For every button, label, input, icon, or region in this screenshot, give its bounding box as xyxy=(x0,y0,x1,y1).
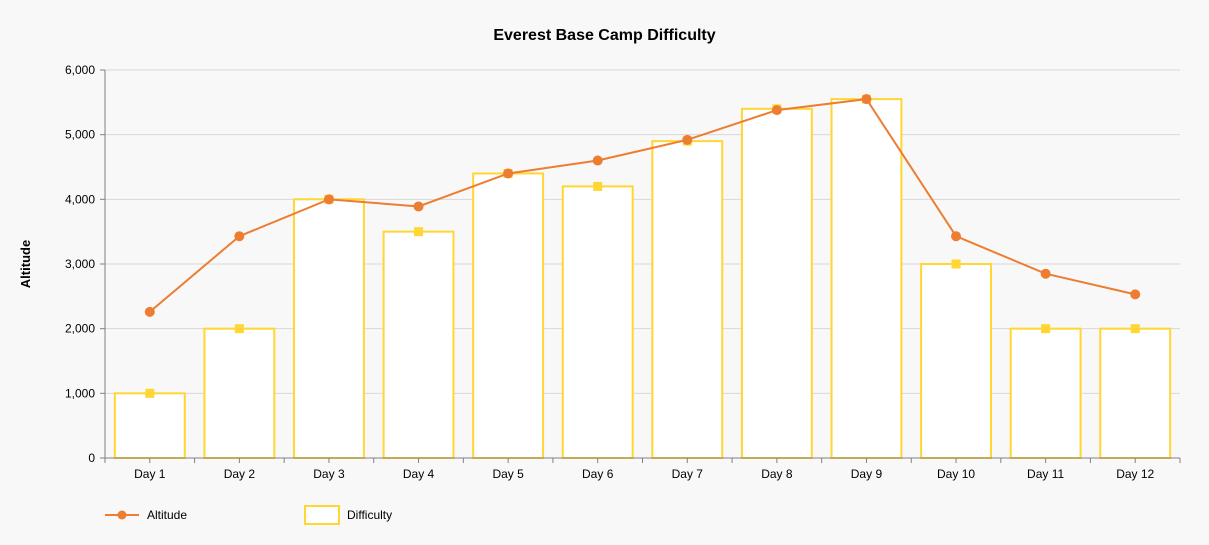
legend-line-marker xyxy=(118,511,127,520)
line-marker[interactable] xyxy=(1131,290,1140,299)
bar-marker[interactable] xyxy=(146,389,154,397)
line-marker[interactable] xyxy=(145,307,154,316)
chart-container: Everest Base Camp Difficulty 0 1,000 2,000 3… xyxy=(0,0,1209,545)
line-marker[interactable] xyxy=(504,169,513,178)
bar-difficulty[interactable] xyxy=(294,199,364,458)
y-tick-label: 0 xyxy=(88,451,95,465)
bar-difficulty[interactable] xyxy=(563,186,633,458)
y-tick-label: 4,000 xyxy=(65,192,95,206)
bar-difficulty[interactable] xyxy=(742,109,812,458)
line-marker[interactable] xyxy=(683,135,692,144)
line-marker[interactable] xyxy=(324,195,333,204)
bar-marker[interactable] xyxy=(952,260,960,268)
x-tick-label: Day 12 xyxy=(1116,467,1154,481)
bar-difficulty[interactable] xyxy=(1100,329,1170,458)
x-tick-label: Day 5 xyxy=(492,467,524,481)
bar-marker[interactable] xyxy=(1131,325,1139,333)
bar-difficulty[interactable] xyxy=(652,141,722,458)
x-tick-label: Day 10 xyxy=(937,467,975,481)
x-tick-label: Day 2 xyxy=(224,467,256,481)
y-axis-label: Altitude xyxy=(18,240,33,288)
legend-altitude-label[interactable]: Altitude xyxy=(147,508,187,522)
bar-difficulty[interactable] xyxy=(384,232,454,458)
combo-chart: Everest Base Camp Difficulty 0 1,000 2,000 3… xyxy=(0,0,1209,545)
line-marker[interactable] xyxy=(862,95,871,104)
x-tick-label: Day 8 xyxy=(761,467,793,481)
line-marker[interactable] xyxy=(1041,269,1050,278)
bar-marker[interactable] xyxy=(594,182,602,190)
line-marker[interactable] xyxy=(593,156,602,165)
x-tick-label: Day 6 xyxy=(582,467,614,481)
x-tick-label: Day 7 xyxy=(672,467,704,481)
line-marker[interactable] xyxy=(235,232,244,241)
y-tick-label: 6,000 xyxy=(65,63,95,77)
bar-difficulty[interactable] xyxy=(1011,329,1081,458)
legend-difficulty-label[interactable]: Difficulty xyxy=(347,508,392,522)
x-tick-label: Day 9 xyxy=(851,467,883,481)
line-marker[interactable] xyxy=(952,232,961,241)
bar-difficulty[interactable] xyxy=(473,173,543,458)
legend-bar-sample xyxy=(305,506,339,524)
bar-marker[interactable] xyxy=(235,325,243,333)
line-marker[interactable] xyxy=(772,106,781,115)
chart-title: Everest Base Camp Difficulty xyxy=(493,27,715,44)
y-tick-label: 2,000 xyxy=(65,322,95,336)
bar-difficulty[interactable] xyxy=(115,393,185,458)
bar-marker[interactable] xyxy=(415,228,423,236)
bar-difficulty[interactable] xyxy=(921,264,991,458)
x-tick-label: Day 1 xyxy=(134,467,166,481)
line-marker[interactable] xyxy=(414,202,423,211)
x-tick-label: Day 3 xyxy=(313,467,345,481)
bar-difficulty[interactable] xyxy=(832,99,902,458)
x-tick-label: Day 11 xyxy=(1027,467,1064,481)
y-tick-label: 1,000 xyxy=(65,386,95,400)
bar-marker[interactable] xyxy=(1042,325,1050,333)
y-tick-label: 5,000 xyxy=(65,128,95,142)
x-tick-label: Day 4 xyxy=(403,467,435,481)
bar-difficulty[interactable] xyxy=(204,329,274,458)
y-tick-label: 3,000 xyxy=(65,257,95,271)
